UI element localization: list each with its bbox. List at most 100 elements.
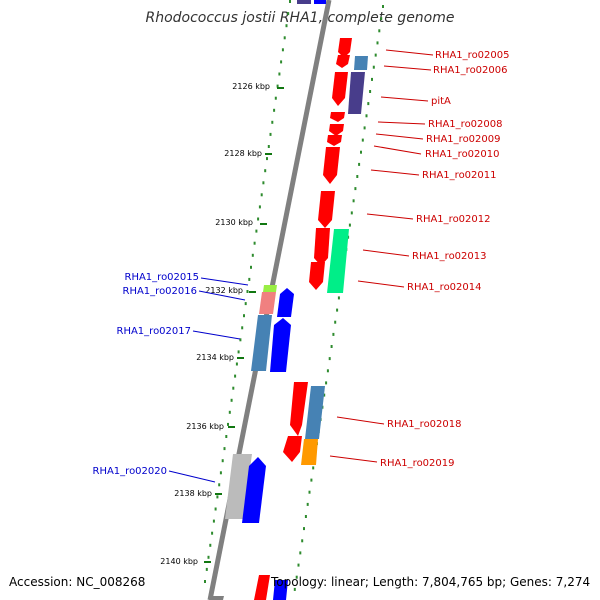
gene-label-right[interactable]: RHA1_ro02018 [336, 416, 462, 430]
gene-arrow[interactable] [263, 285, 277, 292]
guide-dot [371, 77, 373, 81]
gene-arrow[interactable] [338, 38, 352, 58]
gene-label-right[interactable]: RHA1_ro02005 [385, 49, 510, 61]
guide-dot [266, 157, 268, 161]
guide-dot [274, 96, 277, 100]
guide-dot [262, 181, 265, 185]
guide-dot [297, 563, 300, 567]
guide-dot [378, 29, 381, 33]
guide-dot [323, 393, 326, 397]
guide-dot [352, 199, 355, 203]
gene-label-left[interactable]: RHA1_ro02015 [125, 272, 249, 286]
genome-summary-text: Topology: linear; Length: 7,804,765 bp; … [271, 575, 591, 589]
gene-arrow[interactable] [209, 596, 224, 600]
guide-dot [248, 277, 251, 281]
gene-arrow[interactable] [305, 386, 325, 439]
gene-arrow[interactable] [318, 191, 335, 228]
gene-label-right[interactable]: RHA1_ro02006 [383, 65, 508, 76]
guide-dot [264, 169, 267, 173]
gene-arrow[interactable] [283, 436, 302, 462]
gene-arrow[interactable] [259, 292, 276, 314]
gene-arrow[interactable] [254, 575, 270, 600]
gene-label-left[interactable]: RHA1_ro02017 [117, 326, 241, 340]
gene-arrow[interactable] [348, 72, 365, 114]
guide-dot [308, 490, 311, 494]
gene-arrow[interactable] [323, 147, 340, 184]
scale-mark: 2130 kbp [215, 218, 267, 227]
svg-text:RHA1_ro02009: RHA1_ro02009 [426, 134, 501, 145]
gene-arrow[interactable] [327, 135, 342, 146]
gene-label-right[interactable]: RHA1_ro02011 [370, 169, 497, 181]
guide-dot [230, 398, 233, 402]
gene-arrow[interactable] [314, 228, 330, 266]
guide-dot [244, 302, 247, 306]
gene-arrow[interactable] [301, 439, 318, 465]
map-title: Rhodococcus jostii RHA1, complete genome [145, 10, 455, 26]
gene-arrow[interactable] [330, 112, 345, 122]
guide-dot [258, 205, 261, 209]
svg-text:2140 kbp: 2140 kbp [160, 557, 198, 566]
gene-label-right[interactable]: RHA1_ro02009 [375, 133, 501, 145]
guide-dot [271, 120, 274, 124]
guide-dot [303, 527, 305, 531]
gene-label-right[interactable]: RHA1_ro02012 [366, 213, 491, 225]
guide-dot [289, 0, 291, 3]
svg-text:RHA1_ro02019: RHA1_ro02019 [380, 458, 455, 469]
guide-dot [358, 162, 361, 166]
guide-dot [214, 507, 217, 511]
gene-arrow[interactable] [336, 55, 350, 68]
svg-text:RHA1_ro02016: RHA1_ro02016 [123, 286, 198, 297]
gene-arrow[interactable] [273, 580, 288, 600]
gene-label-right[interactable]: RHA1_ro02013 [362, 249, 487, 262]
guide-dot [367, 102, 370, 106]
gene-label-right[interactable]: RHA1_ro02014 [357, 280, 482, 293]
guide-dot [360, 150, 362, 154]
svg-text:2138 kbp: 2138 kbp [174, 489, 212, 498]
gene-label-right[interactable]: RHA1_ro02008 [377, 119, 503, 130]
guide-dot [306, 502, 309, 506]
guide-dot [304, 515, 307, 518]
gene-arrow[interactable] [290, 382, 308, 436]
guide-dot [216, 495, 219, 499]
gene-arrow[interactable] [314, 0, 326, 4]
guide-dot [337, 296, 340, 300]
scale-mark: 2140 kbp [160, 557, 211, 566]
svg-text:RHA1_ro02018: RHA1_ro02018 [387, 419, 462, 430]
gene-arrow[interactable] [329, 124, 344, 136]
gene-arrows [209, 0, 368, 600]
guide-dot [380, 17, 383, 21]
gene-label-left[interactable]: RHA1_ro02020 [93, 466, 216, 483]
guide-dot [280, 60, 283, 64]
gene-arrow[interactable] [327, 229, 349, 293]
gene-arrow[interactable] [277, 288, 294, 317]
guide-dot [299, 551, 302, 555]
guide-dot [293, 587, 296, 591]
gene-label-left[interactable]: RHA1_ro02016 [123, 286, 246, 301]
svg-text:RHA1_ro02015: RHA1_ro02015 [125, 272, 200, 283]
guide-dot [376, 41, 379, 45]
guide-dot [363, 126, 366, 130]
guide-dot [276, 84, 279, 88]
gene-arrow[interactable] [251, 315, 272, 371]
gene-arrow[interactable] [242, 457, 266, 523]
guide-dot [301, 539, 304, 543]
guide-dot [218, 483, 221, 487]
gene-label-right[interactable]: RHA1_ro02010 [373, 145, 500, 160]
guide-dot [241, 326, 244, 330]
gene-label-right[interactable]: pitA [380, 96, 451, 107]
gene-arrow[interactable] [354, 56, 368, 70]
gene-arrow[interactable] [332, 72, 348, 106]
svg-text:RHA1_ro02014: RHA1_ro02014 [407, 282, 482, 293]
guide-dot [372, 65, 375, 69]
guide-dot [356, 175, 359, 178]
gene-label-right[interactable]: RHA1_ro02019 [329, 455, 455, 469]
guide-dot [336, 308, 339, 312]
gene-arrow[interactable] [270, 318, 291, 372]
gene-arrow[interactable] [297, 0, 311, 4]
svg-text:2128 kbp: 2128 kbp [224, 149, 262, 158]
guide-dot [312, 466, 315, 470]
guide-dot [310, 478, 313, 482]
guide-dot [205, 567, 208, 571]
gene-arrow[interactable] [309, 262, 325, 290]
